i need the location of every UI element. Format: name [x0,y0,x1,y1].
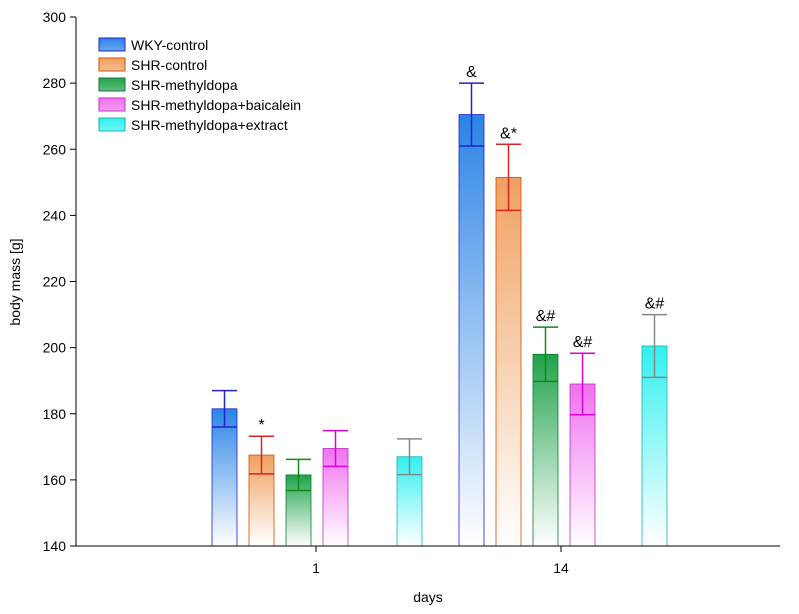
bar [532,353,559,547]
legend-label: SHR-control [131,57,207,73]
bar [641,345,668,547]
significance-label: &# [645,296,665,313]
legend-swatch [98,57,126,72]
y-tick-label: 140 [43,538,67,554]
y-tick-label: 240 [43,207,67,223]
legend-label: WKY-control [131,37,208,53]
ticks-layer: 140 160 180 200 220 240 260 280 300 1 14 [43,9,569,576]
significance-label: & [466,64,477,81]
y-tick-label: 220 [43,274,67,290]
legend-swatch [98,77,126,92]
legend-label: SHR-methyldopa+extract [131,117,288,133]
y-tick-label: 180 [43,406,67,422]
y-tick-label: 260 [43,141,67,157]
significance-label: &# [573,334,593,351]
bars-layer: &*&*&#&#&# [211,64,668,547]
significance-label: &# [536,308,556,325]
legend-label: SHR-methyldopa+baicalein [131,97,301,113]
bar [458,114,485,547]
legend: WKY-control SHR-control SHR-methyldopa SHR-… [98,37,301,133]
x-tick-label: 1 [312,560,320,576]
y-axis-label: body mass [g] [7,238,23,325]
legend-swatch [98,97,126,112]
y-tick-label: 160 [43,472,67,488]
legend-swatch [98,37,126,52]
x-axis-label: days [413,589,443,605]
y-tick-label: 280 [43,75,67,91]
significance-label: * [258,417,264,434]
y-tick-label: 300 [43,9,67,25]
legend-swatch [98,117,126,132]
bar [211,408,238,547]
significance-label: &* [500,125,517,142]
bar [495,176,522,547]
y-tick-label: 200 [43,340,67,356]
legend-label: SHR-methyldopa [131,77,238,93]
x-tick-label: 14 [553,560,569,576]
